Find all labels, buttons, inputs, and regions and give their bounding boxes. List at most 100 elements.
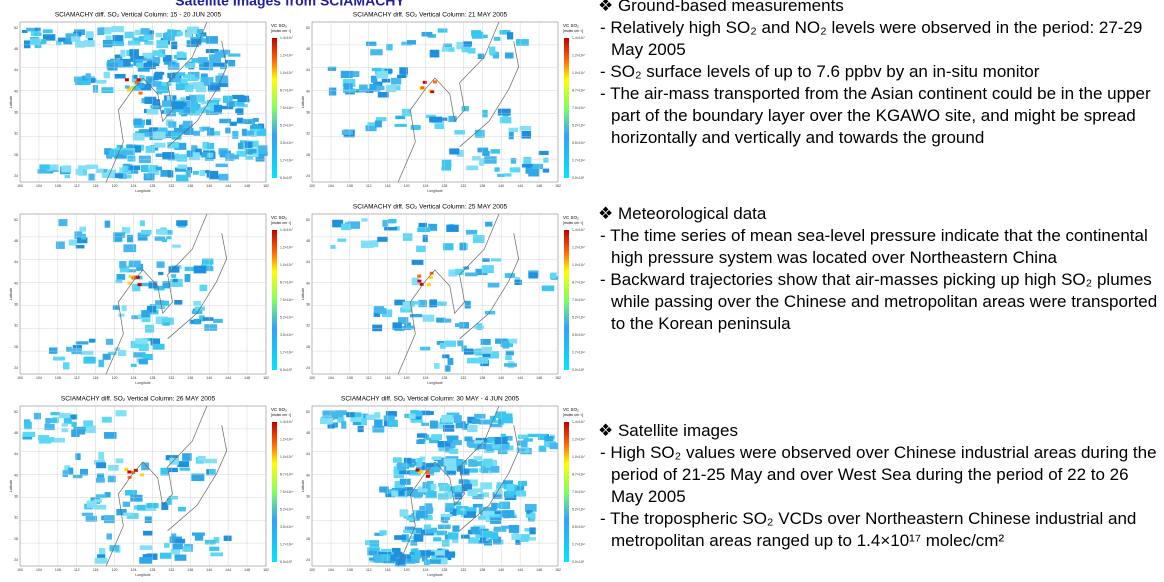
swath-cell — [446, 465, 457, 470]
swath-cell — [503, 480, 513, 484]
swath-cell — [448, 532, 459, 539]
x-tick-label: 100 — [17, 376, 23, 380]
x-tick-label: 128 — [150, 376, 156, 380]
colorbar-unit: [molec cm⁻²] — [271, 29, 291, 33]
hot-spot — [433, 80, 437, 83]
swath-cell — [209, 469, 215, 475]
swath-cell — [196, 95, 204, 103]
y-tick-label: 52 — [14, 218, 18, 222]
swath-cell — [479, 420, 492, 425]
swath-cell — [59, 219, 68, 226]
swath-cell — [204, 324, 217, 331]
swath-cell — [123, 244, 136, 252]
swath-cell — [423, 235, 428, 242]
swath-cell — [156, 229, 168, 234]
swath-cell — [140, 545, 153, 550]
swath-cell — [207, 128, 214, 136]
swath-cell — [448, 358, 454, 365]
swath-cell — [202, 259, 213, 265]
swath-cell — [137, 505, 146, 511]
colorbar-label: 7.0×10¹⁶ — [280, 106, 294, 110]
swath-cell — [195, 535, 203, 541]
swath-cell — [123, 513, 132, 516]
map-panel: SCIAMACHY diff. SO₂ Vertical Column: 25 … — [301, 204, 586, 385]
swath-cell — [378, 92, 389, 97]
y-tick-label: 28 — [14, 537, 18, 541]
swath-cell — [434, 123, 444, 129]
swath-cell — [154, 143, 166, 148]
swath-cell — [129, 260, 141, 267]
swath-cell — [416, 458, 422, 466]
colorbar-label: 1.2×10¹⁷ — [572, 53, 586, 57]
swath-cell — [403, 530, 416, 533]
swath-cell — [182, 546, 191, 551]
swath-cell — [490, 535, 498, 539]
x-tick-label: 128 — [150, 568, 156, 572]
swath-cell — [435, 550, 445, 555]
swath-cell — [112, 26, 124, 32]
y-tick-label: 52 — [306, 410, 310, 414]
swath-cell — [175, 555, 187, 561]
swath-cell — [127, 174, 132, 178]
swath-cell — [407, 40, 416, 45]
swath-cell — [384, 415, 395, 420]
swath-cell — [466, 166, 478, 171]
swath-cell — [120, 50, 125, 57]
swath-cell — [106, 533, 112, 539]
swath-cell — [370, 540, 380, 547]
colorbar-title: VC SO₂ — [271, 23, 287, 28]
hot-spot — [138, 283, 142, 286]
swath-cell — [376, 71, 388, 79]
swath-cell — [176, 220, 187, 226]
colorbar — [564, 230, 569, 370]
swath-cell — [237, 118, 243, 124]
colorbar-label: 1.7×10¹⁶ — [280, 158, 294, 162]
colorbar-label: 1.4×10¹⁷ — [572, 420, 586, 424]
swath-cell — [482, 110, 487, 118]
x-tick-label: 104 — [328, 568, 334, 572]
y-tick-label: 40 — [14, 89, 18, 93]
y-tick-label: 32 — [14, 132, 18, 136]
swath-cell — [193, 171, 199, 175]
swath-cell — [177, 31, 183, 35]
swath-cell — [429, 117, 442, 123]
x-tick-label: 132 — [168, 184, 174, 188]
swath-cell — [168, 468, 178, 472]
swath-cell — [441, 514, 452, 517]
x-tick-label: 100 — [309, 376, 315, 380]
hot-spot — [426, 475, 430, 478]
swath-cell — [341, 421, 346, 429]
swath-cell — [506, 351, 514, 356]
swath-cell — [202, 152, 208, 157]
swath-cell — [433, 537, 441, 541]
y-tick-label: 48 — [14, 431, 18, 435]
swath-cell — [153, 57, 160, 64]
swath-cell — [194, 266, 207, 274]
swath-cell — [210, 552, 223, 556]
panel-title: SCIAMACHY diff. SO₂ Vertical Column: 21 … — [353, 12, 508, 19]
swath-cell — [391, 78, 401, 85]
swath-cell — [206, 36, 218, 44]
swath-cell — [398, 491, 404, 496]
x-tick-label: 144 — [517, 568, 523, 572]
swath-cell — [374, 419, 382, 427]
swath-cell — [71, 36, 80, 41]
swath-cell — [480, 537, 486, 540]
swath-cell — [425, 529, 433, 534]
swath-cell — [443, 425, 454, 432]
swath-cell — [441, 167, 451, 171]
y-tick-label: 44 — [306, 452, 310, 456]
swath-cell — [394, 535, 406, 540]
colorbar-label: 1.0×10¹⁷ — [572, 263, 586, 267]
x-tick-label: 116 — [385, 568, 391, 572]
y-tick-label: 44 — [14, 452, 18, 456]
colorbar-label: 1.4×10¹⁷ — [280, 228, 294, 232]
swath-cell — [329, 88, 336, 96]
x-tick-label: 112 — [366, 568, 372, 572]
x-tick-label: 128 — [442, 376, 448, 380]
colorbar-label: 1.0×10¹⁷ — [280, 263, 294, 267]
swath-cell — [467, 425, 477, 432]
swath-cell — [382, 79, 390, 83]
x-tick-label: 100 — [309, 184, 315, 188]
swath-cell — [146, 119, 151, 125]
